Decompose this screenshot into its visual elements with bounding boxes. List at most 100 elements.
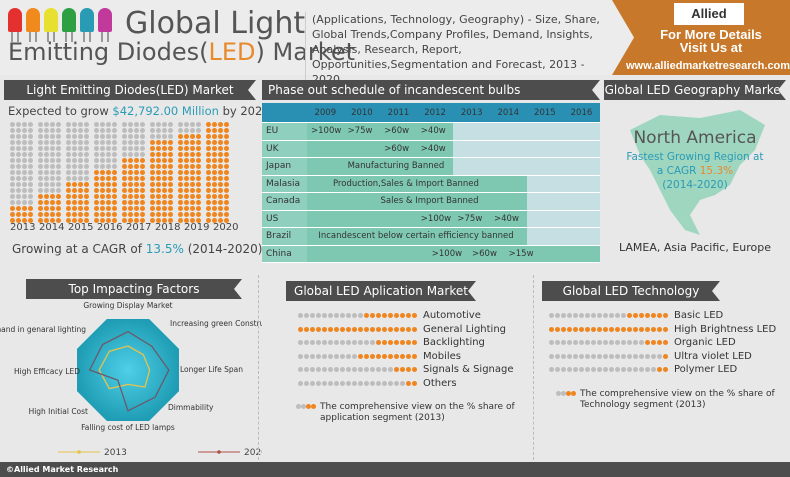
dot — [184, 158, 189, 163]
dot — [382, 367, 387, 373]
dot — [178, 176, 183, 181]
dot — [224, 194, 229, 199]
dot — [44, 164, 49, 169]
dot — [322, 353, 327, 359]
dot — [196, 164, 201, 169]
dot — [603, 340, 608, 346]
dot — [10, 206, 15, 211]
dot — [196, 170, 201, 175]
dot — [28, 200, 33, 205]
dot — [322, 367, 327, 373]
dot — [50, 164, 55, 169]
application-panel: Global LED Aplication Market — [286, 281, 476, 301]
dot — [128, 152, 133, 157]
dot — [140, 176, 145, 181]
dot — [140, 140, 145, 145]
dot — [561, 326, 566, 332]
list-item: General Lighting — [298, 324, 514, 336]
promo-panel[interactable]: Allied For More Details Visit Us at www.a… — [612, 0, 790, 75]
dot — [128, 218, 133, 223]
application-list: Automotive General Lighting Backlighting Mo… — [298, 310, 514, 389]
text: (2014-2020) — [183, 242, 263, 256]
country-label: Brazil — [262, 228, 307, 245]
dot — [394, 340, 399, 346]
dot — [651, 353, 656, 359]
dot — [206, 164, 211, 169]
dot — [140, 170, 145, 175]
dot — [615, 367, 620, 373]
ban-label: Production,Sales & Import Banned — [332, 178, 479, 189]
dot — [50, 158, 55, 163]
dot — [56, 164, 61, 169]
dot — [72, 194, 77, 199]
dot — [168, 188, 173, 193]
text: (2014-2020) — [662, 179, 728, 191]
dot — [591, 353, 596, 359]
dot — [100, 176, 105, 181]
dot — [196, 152, 201, 157]
dot — [78, 212, 83, 217]
dot — [140, 188, 145, 193]
dot — [621, 353, 626, 359]
website-link[interactable]: www.alliedmarketresearch.com — [626, 60, 790, 72]
dot — [206, 194, 211, 199]
dot — [16, 206, 21, 211]
dot — [298, 353, 303, 359]
axis-label: Dimmability — [168, 403, 214, 412]
dot — [645, 367, 650, 373]
share-dots — [549, 340, 668, 346]
dot — [178, 200, 183, 205]
dot — [22, 176, 27, 181]
dot — [352, 380, 357, 386]
timeline-cell: Sales & Import Banned — [307, 193, 600, 210]
dot — [78, 170, 83, 175]
dot — [603, 313, 608, 319]
dot — [190, 134, 195, 139]
dot — [168, 182, 173, 187]
timeline-cell: Production,Sales & Import Banned — [307, 175, 600, 192]
dot — [106, 170, 111, 175]
dot — [38, 152, 43, 157]
dot — [106, 194, 111, 199]
year-label: 2019 — [184, 222, 210, 233]
dot — [100, 134, 105, 139]
title-led: LED — [208, 38, 256, 66]
list-item: High Brightness LED — [549, 324, 776, 336]
dot — [10, 176, 15, 181]
dot — [38, 158, 43, 163]
dot — [639, 367, 644, 373]
dot — [184, 170, 189, 175]
dot — [112, 206, 117, 211]
dot — [134, 170, 139, 175]
dot — [304, 367, 309, 373]
dot — [388, 380, 393, 386]
dot — [639, 313, 644, 319]
dot — [621, 340, 626, 346]
dot — [28, 194, 33, 199]
dot — [16, 188, 21, 193]
dot — [84, 152, 89, 157]
dot — [352, 340, 357, 346]
dot — [84, 128, 89, 133]
dot — [10, 128, 15, 133]
dot — [406, 313, 411, 319]
dot — [196, 176, 201, 181]
dot — [334, 326, 339, 332]
dot — [156, 218, 161, 223]
dot — [184, 140, 189, 145]
dot — [28, 176, 33, 181]
table-row: Japan Manufacturing Banned — [262, 158, 600, 176]
dot — [112, 170, 117, 175]
dot — [78, 194, 83, 199]
dot — [621, 367, 626, 373]
dot — [128, 188, 133, 193]
dot — [122, 188, 127, 193]
dot — [168, 170, 173, 175]
dot — [168, 194, 173, 199]
dot — [218, 200, 223, 205]
dot — [190, 152, 195, 157]
dot — [567, 340, 572, 346]
dot — [310, 326, 315, 332]
dot — [84, 182, 89, 187]
dot — [84, 206, 89, 211]
